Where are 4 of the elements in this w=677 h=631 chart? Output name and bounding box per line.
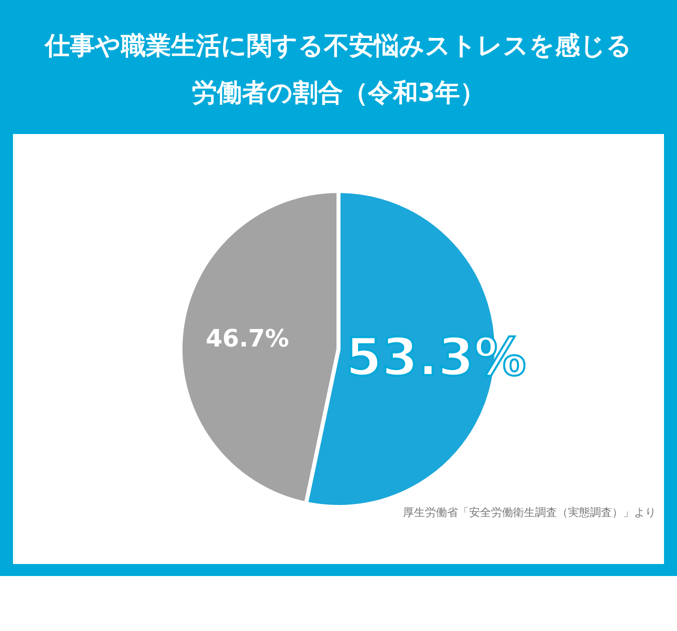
chart-title: 仕事や職業生活に関する不安悩みストレスを感じる	[44, 31, 632, 60]
chart-subtitle: 労働者の割合（令和3年）	[192, 78, 486, 107]
text: 厚生労働省「安全労働衛生調査（実態調査）」より	[403, 506, 656, 519]
data-label: 46.7%	[206, 324, 289, 353]
